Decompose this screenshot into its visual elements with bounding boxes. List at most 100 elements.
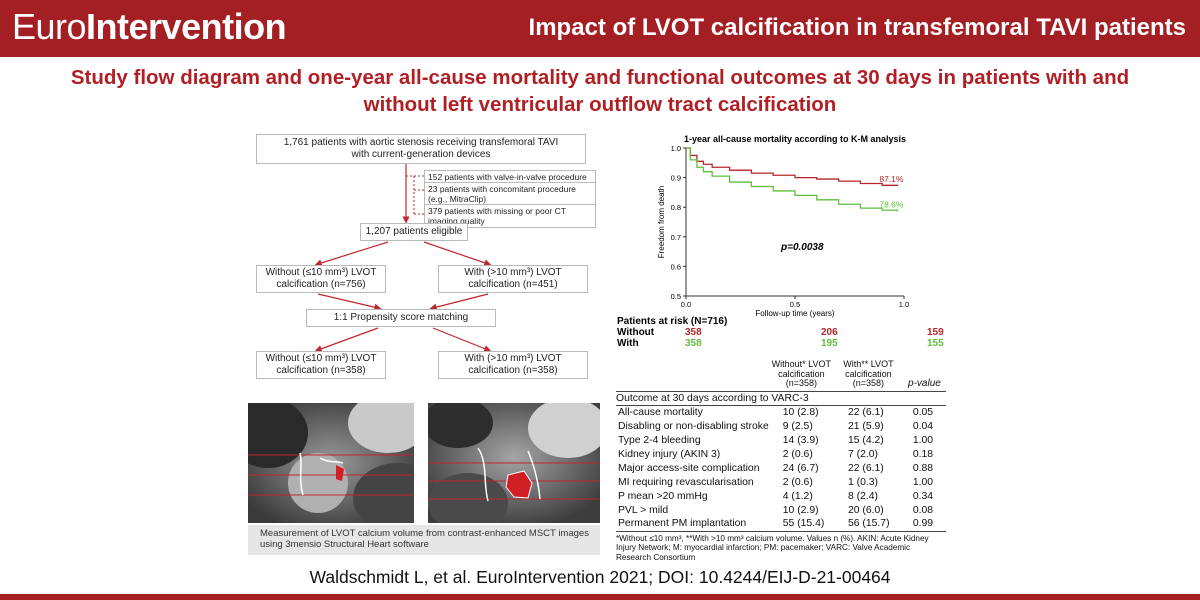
km-series-end-label: 87.1% xyxy=(879,174,904,184)
x-axis-label: Follow-up time (years) xyxy=(755,309,834,318)
cell-with: 7 (2.0) xyxy=(847,448,878,460)
table-footnote: *Without ≤10 mm³, **With >10 mm³ calcium… xyxy=(616,533,929,562)
cell-without: 9 (2.5) xyxy=(782,420,813,432)
brand-logo: EuroIntervention xyxy=(12,6,287,47)
table-row: P mean >20 mmHg 4 (1.2) 8 (2.4) 0.34 xyxy=(616,489,946,503)
scan-caption: Measurement of LVOT calcium volume from … xyxy=(248,525,600,555)
ct-scan-with xyxy=(428,403,600,523)
cell-without: 4 (1.2) xyxy=(782,490,813,502)
at-risk-label: Without xyxy=(617,327,655,338)
y-tick-label: 0.5 xyxy=(671,292,681,301)
header-title: Impact of LVOT calcification in transfem… xyxy=(528,14,1186,41)
cell-with: 8 (2.4) xyxy=(847,490,878,502)
cell-with: 56 (15.7) xyxy=(833,517,903,532)
main-title: Study flow diagram and one-year all-caus… xyxy=(70,66,1130,116)
cell-p: 1.00 xyxy=(912,434,934,446)
cell-label: Kidney injury (AKIN 3) xyxy=(618,448,721,460)
km-chart: 1-year all-cause mortality according to … xyxy=(618,128,930,360)
cell-with: 15 (4.2) xyxy=(847,434,884,446)
y-axis-label: Freedom from death xyxy=(657,186,666,258)
y-tick-label: 0.7 xyxy=(671,233,681,242)
y-tick-label: 0.6 xyxy=(671,262,681,271)
at-risk-row: Without 358 206 159 xyxy=(617,327,947,338)
cell-p: 0.05 xyxy=(912,406,934,418)
citation: Waldschmidt L, et al. EuroIntervention 2… xyxy=(309,567,891,587)
cell-with: 22 (6.1) xyxy=(847,462,884,474)
x-tick-label: 0.0 xyxy=(681,300,691,309)
cell-with: 1 (0.3) xyxy=(847,476,878,488)
flow-diagram: 1,761 patients with aortic stenosis rece… xyxy=(248,128,600,388)
cell-label: MI requiring revascularisation xyxy=(618,476,754,488)
km-series-end-label: 78.6% xyxy=(879,199,904,209)
flow-box-without-post: Without (≤10 mm³) LVOT calcification (n=… xyxy=(256,351,386,379)
flow-box-matching: 1:1 Propensity score matching xyxy=(306,309,496,327)
flow-box-with-pre: With (>10 mm³) LVOT calcification (n=451… xyxy=(438,265,588,293)
cell-label: Type 2-4 bleeding xyxy=(618,434,701,446)
cell-p: 1.00 xyxy=(912,476,934,488)
at-risk-value: 155 xyxy=(927,338,944,349)
y-tick-label: 0.9 xyxy=(671,174,681,183)
table-row: Major access-site complication 24 (6.7) 22… xyxy=(616,461,946,475)
at-risk-table: Patients at risk (N=716) Without 358 206 15… xyxy=(617,316,947,352)
p-value-annotation: p=0.0038 xyxy=(780,242,824,253)
cell-without: 2 (0.6) xyxy=(782,448,813,460)
cell-with: 20 (6.0) xyxy=(847,504,884,516)
col-header-p: p-value xyxy=(908,378,941,389)
brand-part2: Intervention xyxy=(86,6,287,47)
km-series-line xyxy=(686,147,899,212)
ct-scan-without xyxy=(248,403,414,523)
km-series-line xyxy=(686,147,899,187)
x-tick-label: 0.5 xyxy=(790,300,800,309)
cell-label: Permanent PM implantation xyxy=(616,517,769,532)
cell-without: 14 (3.9) xyxy=(782,434,819,446)
cell-p: 0.08 xyxy=(912,504,934,516)
flow-box-without-pre: Without (≤10 mm³) LVOT calcification (n=… xyxy=(256,265,386,293)
cell-label: Disabling or non-disabling stroke xyxy=(618,420,769,432)
at-risk-header: Patients at risk (N=716) xyxy=(617,316,728,327)
flow-box-with-post: With (>10 mm³) LVOT calcification (n=358… xyxy=(438,351,588,379)
col-header-without: Without* LVOT calcification (n=358) xyxy=(771,359,832,388)
flow-box-eligible: 1,207 patients eligible xyxy=(360,223,468,241)
cell-without: 55 (15.4) xyxy=(768,517,834,532)
table-row: Kidney injury (AKIN 3) 2 (0.6) 7 (2.0) 0.18 xyxy=(616,447,946,461)
section-header: Outcome at 30 days according to VARC-3 xyxy=(616,390,946,406)
at-risk-rows: Without 358 206 159 With 358 195 155 xyxy=(617,327,947,349)
table-row: Disabling or non-disabling stroke 9 (2.5)… xyxy=(616,419,946,433)
chart-title: 1-year all-cause mortality according to … xyxy=(684,134,906,144)
brand-part1: Euro xyxy=(12,6,87,47)
cell-label: PVL > mild xyxy=(618,504,669,516)
header-bar: EuroIntervention Impact of LVOT calcific… xyxy=(0,0,1200,57)
y-tick-label: 0.8 xyxy=(671,203,681,212)
at-risk-label: With xyxy=(617,338,639,349)
outcomes-table: Without* LVOT calcification (n=358) With… xyxy=(616,359,946,562)
at-risk-value: 195 xyxy=(821,338,838,349)
col-header-with: With** LVOT calcification (n=358) xyxy=(843,359,894,388)
cell-p: 0.04 xyxy=(912,420,934,432)
cell-without: 10 (2.8) xyxy=(782,406,819,418)
cell-with: 22 (6.1) xyxy=(847,406,884,418)
at-risk-value: 358 xyxy=(685,327,702,338)
cell-p: 0.18 xyxy=(912,448,934,460)
ct-scan-panel xyxy=(248,403,600,523)
y-tick-label: 1.0 xyxy=(671,144,681,153)
table-row: PVL > mild 10 (2.9) 20 (6.0) 0.08 xyxy=(616,503,946,517)
at-risk-value: 358 xyxy=(685,338,702,349)
cell-with: 21 (5.9) xyxy=(847,420,884,432)
flow-exclusion-1: 152 patients with valve-in-valve procedu… xyxy=(424,170,596,184)
table-row: MI requiring revascularisation 2 (0.6) 1 (… xyxy=(616,475,946,489)
at-risk-row: With 358 195 155 xyxy=(617,338,947,349)
flow-arrows xyxy=(314,164,492,353)
at-risk-value: 159 xyxy=(927,327,944,338)
cell-label: All-cause mortality xyxy=(618,406,703,418)
cell-without: 10 (2.9) xyxy=(782,504,819,516)
km-chart-svg: 1-year all-cause mortality according to … xyxy=(657,134,909,318)
cell-p: 0.88 xyxy=(912,462,934,474)
x-tick-label: 1.0 xyxy=(899,300,909,309)
cell-label: P mean >20 mmHg xyxy=(618,490,708,502)
cell-without: 2 (0.6) xyxy=(782,476,813,488)
cell-p: 0.99 xyxy=(902,517,946,532)
cell-without: 24 (6.7) xyxy=(782,462,819,474)
table-row: All-cause mortality 10 (2.8) 22 (6.1) 0.05 xyxy=(616,405,946,419)
at-risk-value: 206 xyxy=(821,327,838,338)
cell-p: 0.34 xyxy=(912,490,934,502)
